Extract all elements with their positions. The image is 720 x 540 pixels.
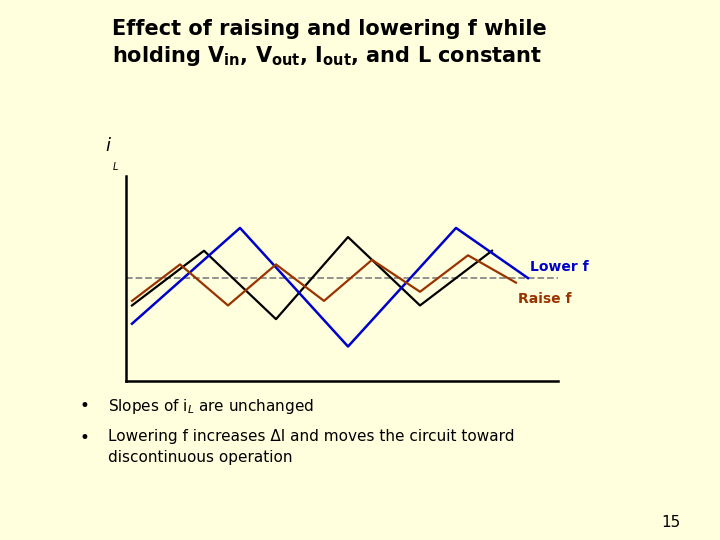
Text: •: • (79, 397, 89, 415)
Text: Lower f: Lower f (531, 260, 589, 274)
Text: 15: 15 (661, 515, 680, 530)
Text: •: • (79, 429, 89, 447)
Text: $_L$: $_L$ (112, 159, 119, 173)
Text: $i$: $i$ (105, 137, 112, 155)
Text: holding V$_{\mathbf{in}}$, V$_{\mathbf{out}}$, I$_{\mathbf{out}}$, and L constan: holding V$_{\mathbf{in}}$, V$_{\mathbf{o… (112, 44, 541, 68)
Text: Lowering f increases ΔI and moves the circuit toward
discontinuous operation: Lowering f increases ΔI and moves the ci… (108, 429, 515, 465)
Text: Slopes of i$_L$ are unchanged: Slopes of i$_L$ are unchanged (108, 397, 314, 416)
Text: Raise f: Raise f (518, 292, 572, 306)
Text: Effect of raising and lowering f while: Effect of raising and lowering f while (112, 19, 546, 39)
